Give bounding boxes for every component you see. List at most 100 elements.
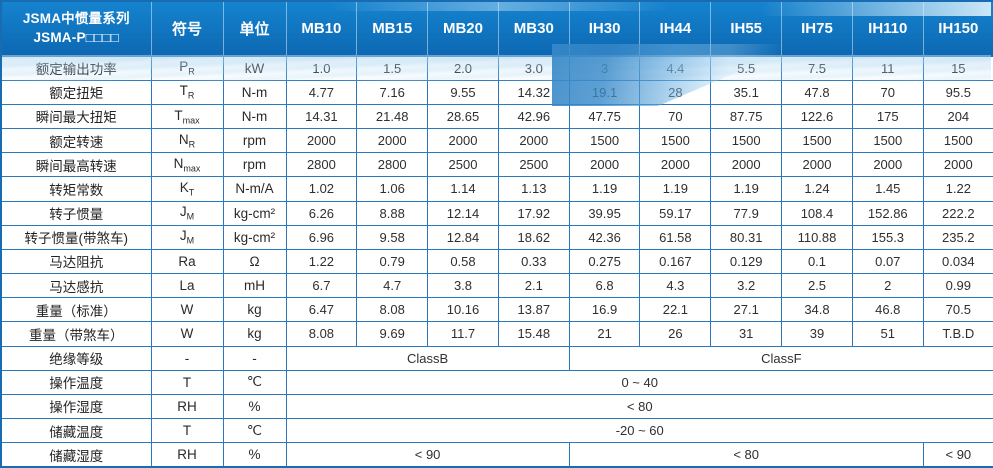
symbol-base: RH — [177, 447, 197, 463]
value-cell: 6.8 — [568, 273, 641, 299]
value-cell: 7.16 — [356, 79, 429, 105]
row-symbol: Ra — [150, 248, 224, 275]
symbol-subscript: M — [186, 236, 195, 247]
row-label: 瞬间最高转速 — [0, 152, 152, 178]
value-cell: 2.1 — [497, 273, 570, 299]
value-cell: 1.22 — [922, 176, 993, 202]
value-cell: 70 — [851, 79, 924, 105]
column-header-model: IH75 — [781, 1, 853, 57]
value-cell: 4.3 — [639, 273, 712, 299]
value-cell: 87.75 — [710, 103, 783, 130]
table-row: 瞬间最大扭矩 Tmax N-m 14.31 21.48 28.65 42.96 47.75 70… — [0, 103, 993, 130]
row-label: 绝缘等级 — [0, 345, 152, 371]
value-cell: 2 — [851, 273, 924, 299]
value-cell: 61.58 — [639, 224, 712, 250]
value-cell: 4.7 — [356, 273, 429, 299]
symbol-base: La — [179, 278, 195, 294]
symbol-base: T — [179, 83, 188, 99]
row-label: 额定输出功率 — [0, 55, 152, 81]
value-cell: 122.6 — [781, 103, 853, 130]
value-cell: 0.275 — [568, 248, 641, 275]
value-cell: 2000 — [639, 152, 712, 178]
row-label: 重量（标准） — [0, 297, 152, 323]
value-cell: 2.5 — [781, 273, 853, 299]
row-label: 转矩常数 — [0, 176, 152, 202]
row-unit: kg-cm² — [222, 200, 287, 226]
row-label: 转子惯量(带煞车) — [0, 224, 152, 250]
value-cell: 2000 — [710, 152, 783, 178]
value-cell: 80.31 — [710, 224, 783, 250]
value-cell: 12.84 — [427, 224, 499, 250]
value-cell: 27.1 — [710, 297, 783, 323]
row-unit: ℃ — [222, 369, 287, 395]
value-cell: 51 — [851, 321, 924, 347]
value-cell: 19.1 — [568, 79, 641, 105]
value-cell: 18.62 — [497, 224, 570, 250]
value-cell: 77.9 — [710, 200, 783, 226]
column-header-model: IH150 — [922, 1, 993, 57]
value-cell: 26 — [639, 321, 712, 347]
table-row: 额定输出功率 PR kW 1.0 1.5 2.0 3.0 3 4.4 5.5 7.5 11 15 — [0, 55, 993, 81]
value-cell: 1500 — [568, 128, 641, 154]
value-cell: 1.19 — [568, 176, 641, 202]
symbol-subscript: R — [188, 139, 196, 150]
value-cell: 0.129 — [710, 248, 783, 275]
row-unit: % — [222, 442, 287, 468]
row-unit: N-m — [222, 103, 287, 130]
table-row: 转矩常数 KT N-m/A 1.02 1.06 1.14 1.13 1.19 1.19 1.19 1… — [0, 176, 993, 202]
merged-value-cell: ClassB — [285, 345, 570, 371]
value-cell: 6.26 — [285, 200, 358, 226]
merged-value-cell: < 90 — [285, 442, 570, 468]
value-cell: 47.75 — [568, 103, 641, 130]
row-unit: rpm — [222, 152, 287, 178]
value-cell: 17.92 — [497, 200, 570, 226]
value-cell: 0.33 — [497, 248, 570, 275]
value-cell: 2000 — [922, 152, 993, 178]
symbol-base: J — [179, 228, 187, 244]
value-cell: 1.13 — [497, 176, 570, 202]
row-symbol: KT — [150, 176, 224, 202]
row-unit: N-m/A — [222, 176, 287, 202]
value-cell: 15.48 — [497, 321, 570, 347]
merged-value-cell: 0 ~ 40 — [285, 369, 993, 395]
table-row: 操作温度 T ℃ 0 ~ 40 — [0, 369, 993, 395]
value-cell: 31 — [710, 321, 783, 347]
row-unit: rpm — [222, 128, 287, 154]
value-cell: 1.22 — [285, 248, 358, 275]
value-cell: 11 — [851, 55, 924, 81]
row-symbol: JM — [150, 200, 224, 226]
value-cell: 2000 — [427, 128, 499, 154]
symbol-base: N — [178, 131, 189, 147]
series-title-line2: JSMA-P□□□□ — [33, 29, 120, 45]
row-symbol: La — [150, 273, 224, 299]
row-symbol: TR — [150, 79, 224, 105]
value-cell: 95.5 — [922, 79, 993, 105]
value-cell: 1500 — [781, 128, 853, 154]
value-cell: 1.24 — [781, 176, 853, 202]
row-label: 操作湿度 — [0, 393, 152, 420]
row-symbol: - — [150, 345, 224, 371]
value-cell: 0.58 — [427, 248, 499, 275]
row-symbol: Tmax — [150, 103, 224, 130]
value-cell: 175 — [851, 103, 924, 130]
symbol-subscript: T — [188, 187, 195, 198]
symbol-subscript: R — [187, 91, 195, 102]
value-cell: 46.8 — [851, 297, 924, 323]
value-cell: 22.1 — [639, 297, 712, 323]
value-cell: 1500 — [922, 128, 993, 154]
value-cell: 21.48 — [356, 103, 429, 130]
table-row: 操作湿度 RH% < 80 — [0, 393, 993, 420]
value-cell: 110.88 — [781, 224, 853, 250]
row-unit: - — [222, 345, 287, 371]
value-cell: 204 — [922, 103, 993, 130]
merged-value-cell: < 80 — [285, 393, 993, 420]
value-cell: 222.2 — [922, 200, 993, 226]
table-row: 马达阻抗 Ra Ω 1.22 0.79 0.58 0.33 0.275 0.167 0.129 0.… — [0, 248, 993, 275]
table-row: 额定扭矩 TR N-m 4.77 7.16 9.55 14.32 19.1 28 35.1 47.8… — [0, 79, 993, 105]
row-symbol: W — [150, 297, 224, 323]
row-label: 转子惯量 — [0, 200, 152, 226]
row-unit: mH — [222, 273, 287, 299]
row-symbol: RH — [150, 393, 224, 420]
row-symbol: W — [150, 321, 224, 347]
